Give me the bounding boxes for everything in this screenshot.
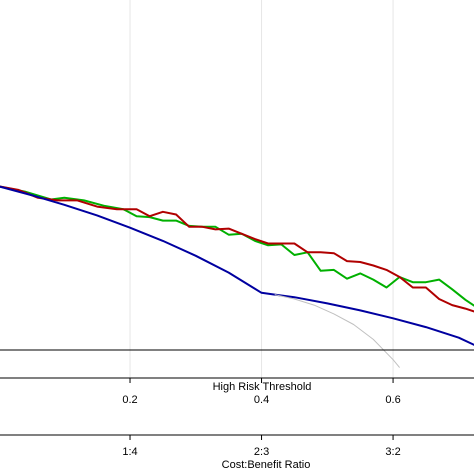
series-line-4	[274, 294, 400, 368]
x-axis-ticks: 0.20.40.60.8	[122, 378, 401, 406]
x-axis-title: High Risk Threshold	[213, 381, 312, 393]
x2-axis-tick-label: 2:3	[254, 446, 269, 458]
x2-axis-tick-label: 3:2	[385, 446, 400, 458]
x2-axis-tick-label: 1:4	[122, 446, 137, 458]
x-axis-tick-label: 0.6	[385, 394, 400, 406]
series-lines	[0, 185, 474, 368]
series-line-3	[0, 185, 474, 346]
x2-axis-title: Cost:Benefit Ratio	[222, 459, 311, 471]
series-line-1	[0, 185, 474, 307]
x2-axis-ticks: 1:42:33:24:1	[122, 435, 401, 458]
x-axis-tick-label: 0.2	[122, 394, 137, 406]
x-axis-tick-label: 0.4	[254, 394, 269, 406]
grid-lines	[129, 0, 394, 378]
series-line-2	[0, 185, 474, 313]
